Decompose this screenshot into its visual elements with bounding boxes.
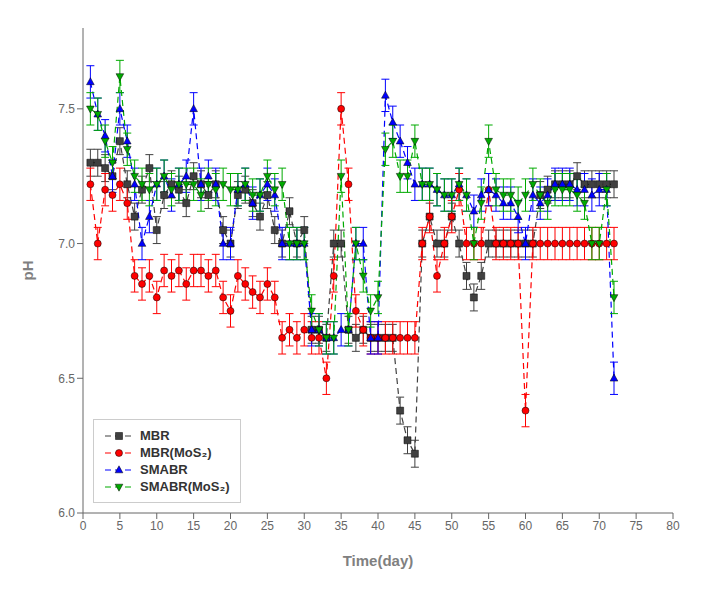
svg-text:6.5: 6.5 bbox=[58, 372, 75, 386]
svg-text:80: 80 bbox=[666, 519, 680, 533]
html-text:MBR: MBR bbox=[140, 428, 170, 443]
html-text:SMABR(MoS₂): SMABR(MoS₂) bbox=[140, 479, 230, 494]
svg-text:pH: pH bbox=[19, 261, 36, 281]
svg-text:75: 75 bbox=[629, 519, 643, 533]
svg-text:45: 45 bbox=[408, 519, 422, 533]
svg-text:35: 35 bbox=[334, 519, 348, 533]
svg-text:6.0: 6.0 bbox=[58, 506, 75, 520]
svg-text:30: 30 bbox=[298, 519, 312, 533]
svg-text:70: 70 bbox=[593, 519, 607, 533]
svg-text:25: 25 bbox=[261, 519, 275, 533]
svg-text:60: 60 bbox=[519, 519, 533, 533]
svg-text:7.5: 7.5 bbox=[58, 102, 75, 116]
svg-text:5: 5 bbox=[117, 519, 124, 533]
svg-text:7.0: 7.0 bbox=[58, 237, 75, 251]
html-text:MBR(MoS₂): MBR(MoS₂) bbox=[140, 445, 212, 460]
svg-text:55: 55 bbox=[482, 519, 496, 533]
svg-text:Time(day): Time(day) bbox=[343, 552, 414, 569]
html-text:SMABR: SMABR bbox=[140, 462, 188, 477]
svg-text:10: 10 bbox=[150, 519, 164, 533]
svg-text:15: 15 bbox=[187, 519, 201, 533]
svg-text:0: 0 bbox=[80, 519, 87, 533]
svg-text:65: 65 bbox=[556, 519, 570, 533]
svg-text:40: 40 bbox=[371, 519, 385, 533]
svg-text:50: 50 bbox=[445, 519, 459, 533]
svg-text:20: 20 bbox=[224, 519, 238, 533]
